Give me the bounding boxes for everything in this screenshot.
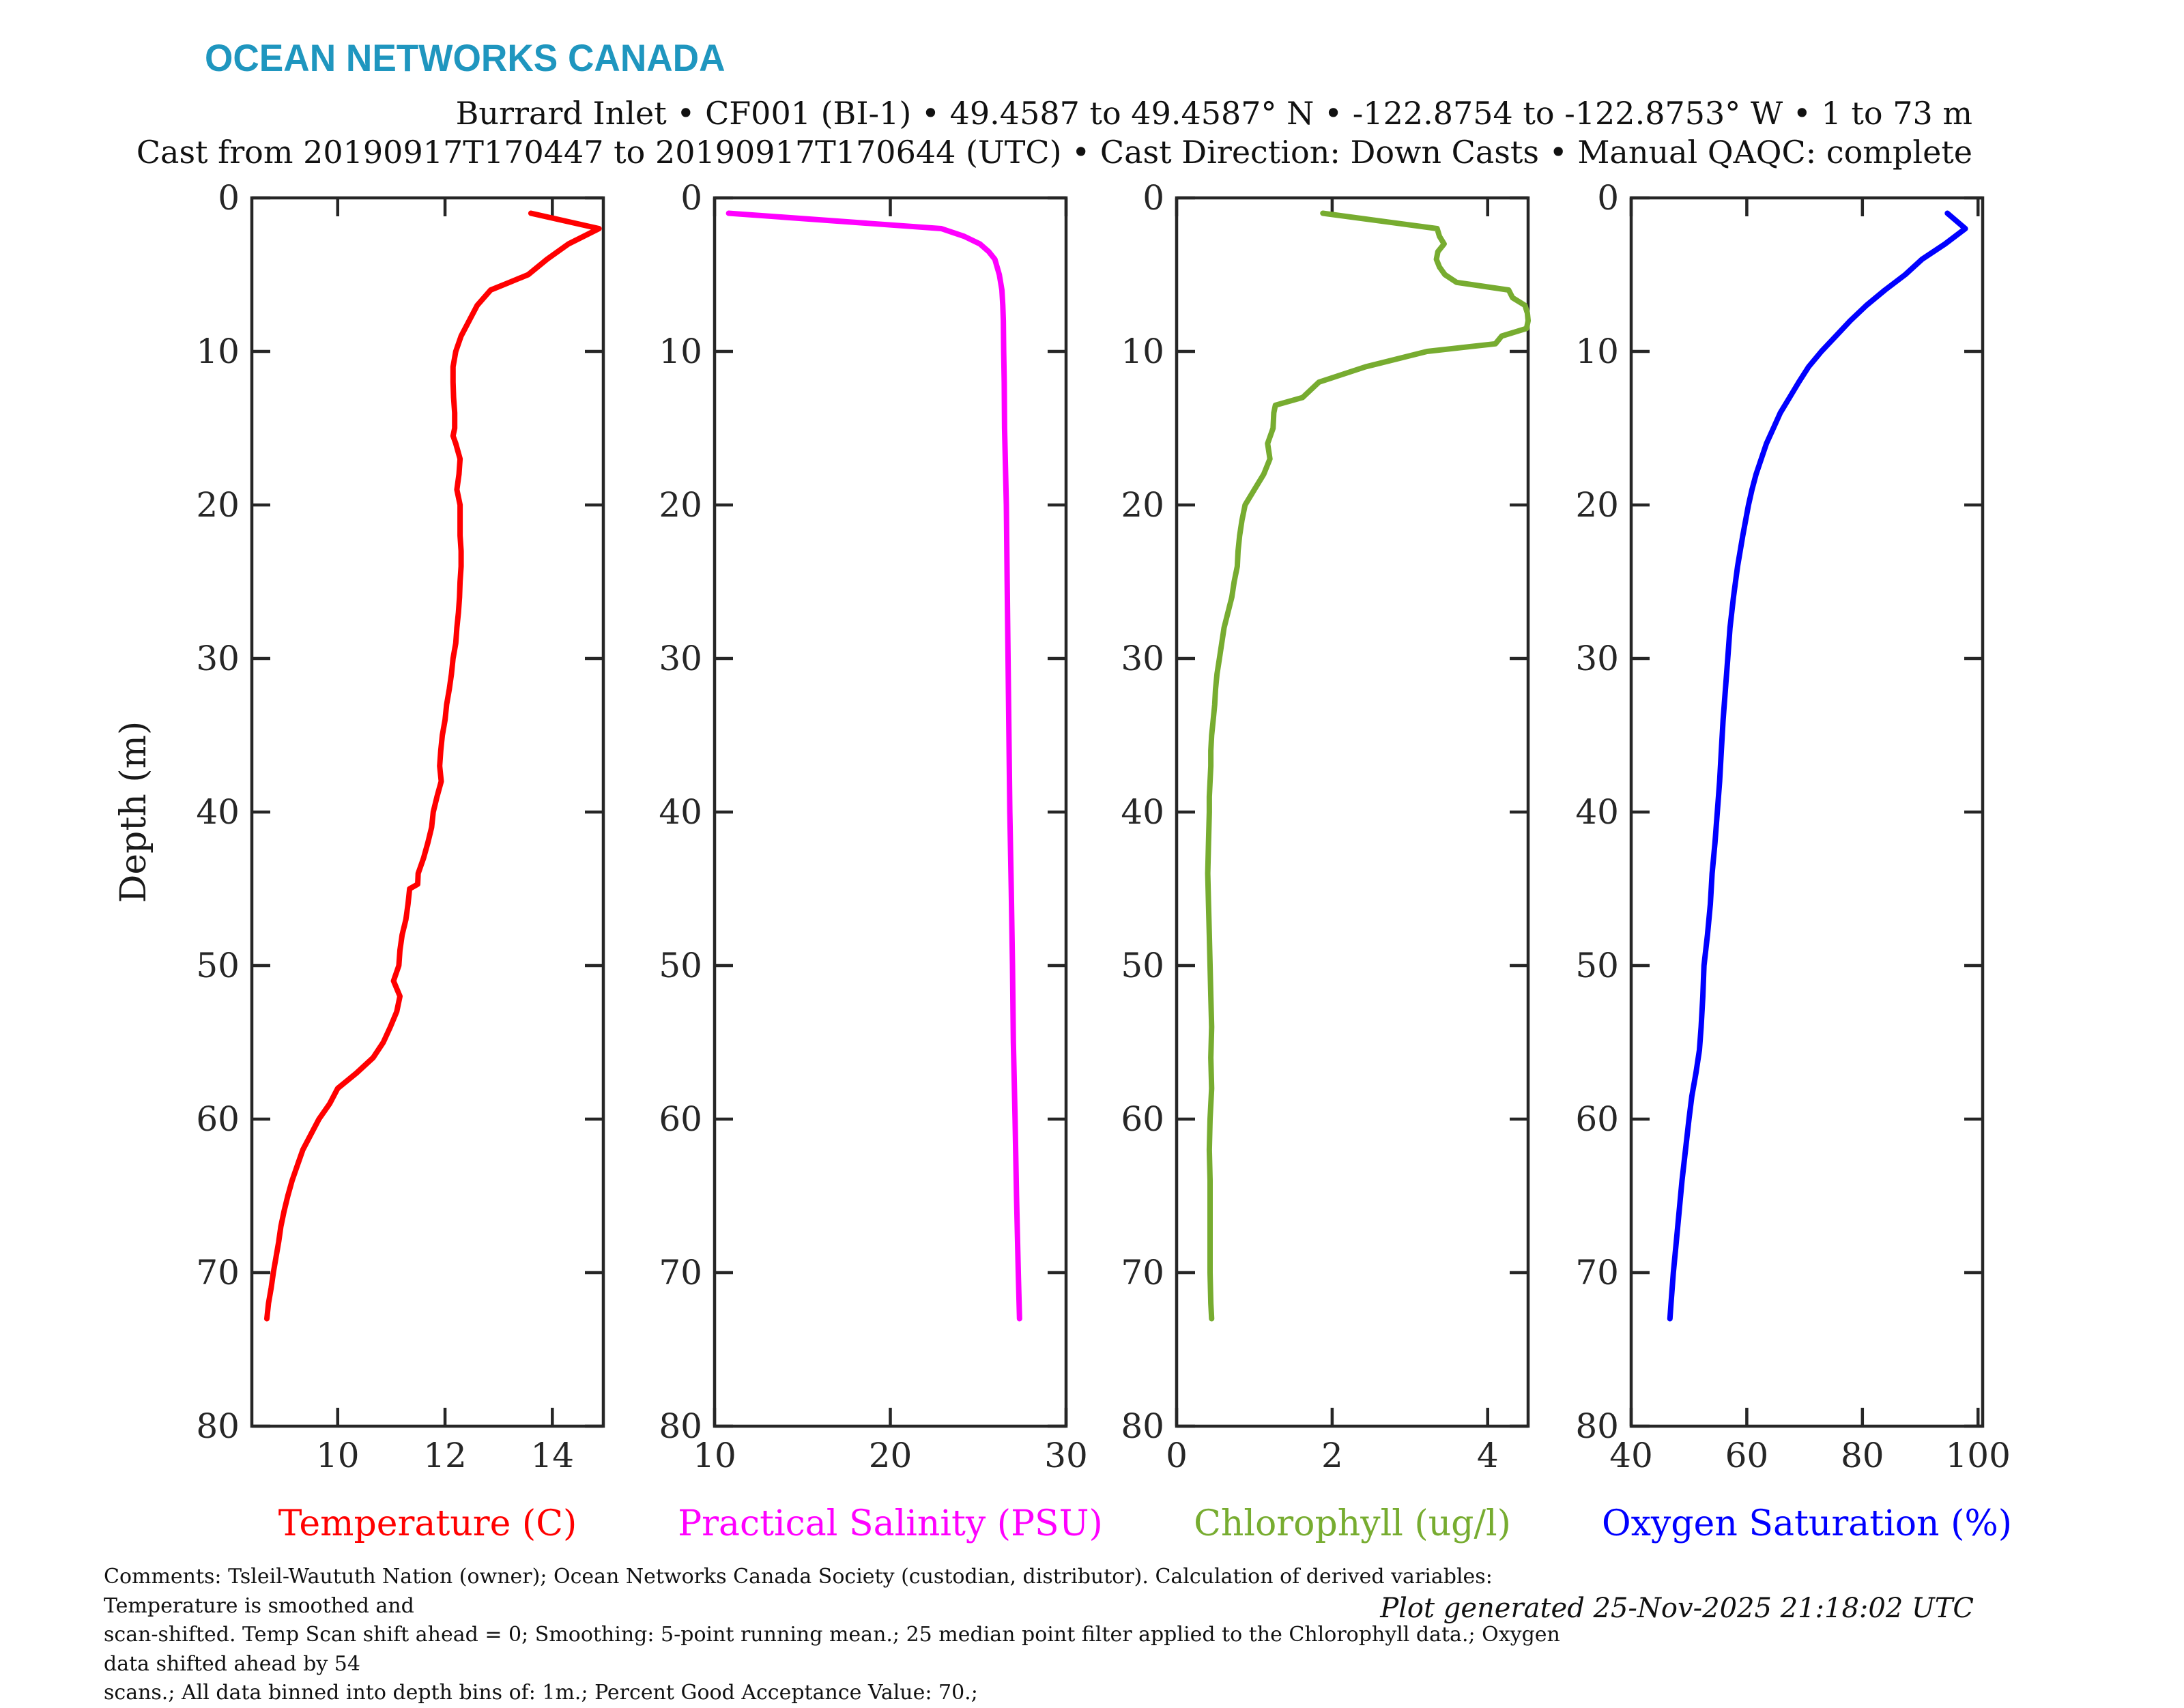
chlorophyll-profile-line [1205, 210, 1531, 1322]
y-tick-label: 20 [659, 485, 702, 525]
y-tick-label: 50 [1121, 946, 1164, 985]
y-tick-label: 30 [1121, 639, 1164, 678]
ocean-networks-canada-logo: OCEAN NETWORKS CANADA [205, 36, 725, 79]
x-tick-label: 80 [1841, 1436, 1884, 1475]
plot-generated-timestamp: Plot generated 25-Nov-2025 21:18:02 UTC [1380, 1593, 1974, 1624]
depth-axis-label: Depth (m) [113, 721, 154, 903]
chlorophyll-axis-label: Chlorophyll (ug/l) [1194, 1503, 1511, 1544]
x-tick-label: 0 [1166, 1436, 1188, 1475]
y-tick-label: 20 [196, 485, 240, 525]
temperature-profile-panel: 10 12 14 0 10 20 30 40 50 60 70 80 Temperature (C) [196, 178, 605, 1544]
y-tick-label: 0 [1597, 178, 1619, 218]
salinity-axes-box [713, 196, 1068, 1428]
oxygen-axis-label: Oxygen Saturation (%) [1602, 1503, 2012, 1544]
y-tick-label: 50 [196, 946, 240, 985]
x-tick-label: 10 [316, 1436, 360, 1475]
title-line-1: Burrard Inlet • CF001 (BI-1) • 49.4587 t… [455, 95, 1972, 132]
y-tick-label: 50 [1575, 946, 1619, 985]
x-tick-label: 100 [1946, 1436, 2011, 1475]
temperature-profile-line [264, 210, 602, 1322]
y-tick-label: 10 [659, 332, 702, 371]
salinity-profile-panel: 10 20 30 0 10 20 30 40 50 60 70 80 Practical Salinit… [659, 178, 1102, 1544]
x-tick-label: 40 [1609, 1436, 1653, 1475]
y-tick-label: 70 [659, 1253, 702, 1292]
y-tick-label: 0 [680, 178, 702, 218]
y-tick-label: 40 [1121, 792, 1164, 832]
y-tick-label: 40 [196, 792, 240, 832]
y-tick-label: 50 [659, 946, 702, 985]
comments-line-1: Comments: Tsleil-Waututh Nation (owner);… [104, 1565, 1493, 1618]
x-tick-label: 2 [1321, 1436, 1343, 1475]
y-tick-label: 30 [659, 639, 702, 678]
y-tick-label: 80 [659, 1406, 702, 1446]
x-tick-label: 14 [530, 1436, 574, 1475]
y-tick-label: 30 [1575, 639, 1619, 678]
y-tick-label: 40 [1575, 792, 1619, 832]
oxygen-profile-panel: 40 60 80 100 0 10 20 30 40 50 60 70 80 Oxygen Saturat… [1575, 178, 2012, 1544]
salinity-axis-label: Practical Salinity (PSU) [678, 1503, 1103, 1544]
y-tick-label: 20 [1575, 485, 1619, 525]
figure-title: Burrard Inlet • CF001 (BI-1) • 49.4587 t… [136, 94, 1972, 172]
x-tick-label: 60 [1725, 1436, 1769, 1475]
y-tick-label: 0 [1143, 178, 1164, 218]
x-tick-label: 4 [1477, 1436, 1499, 1475]
y-tick-label: 20 [1121, 485, 1164, 525]
y-tick-label: 60 [1575, 1099, 1619, 1139]
x-tick-label: 30 [1044, 1436, 1088, 1475]
y-tick-label: 70 [1575, 1253, 1619, 1292]
comments-line-2: scan-shifted. Temp Scan shift ahead = 0;… [104, 1623, 1560, 1676]
x-tick-label: 12 [423, 1436, 467, 1475]
y-tick-label: 70 [1121, 1253, 1164, 1292]
y-tick-label: 10 [1121, 332, 1164, 371]
salinity-profile-line [725, 210, 1022, 1322]
y-tick-label: 70 [196, 1253, 240, 1292]
oxygen-profile-line [1667, 210, 1968, 1322]
y-tick-label: 60 [1121, 1099, 1164, 1139]
y-tick-label: 60 [196, 1099, 240, 1139]
y-tick-label: 80 [1121, 1406, 1164, 1446]
temperature-axes-box [250, 196, 605, 1428]
title-line-2: Cast from 20190917T170447 to 20190917T17… [136, 134, 1972, 171]
x-tick-label: 10 [693, 1436, 736, 1475]
chlorophyll-axes-box [1175, 196, 1530, 1428]
oxygen-axes-box [1629, 196, 1985, 1428]
y-tick-label: 10 [1575, 332, 1619, 371]
comments-block: Comments: Tsleil-Waututh Nation (owner);… [104, 1563, 1605, 1708]
y-tick-label: 60 [659, 1099, 702, 1139]
x-tick-label: 20 [869, 1436, 913, 1475]
comments-line-3: scans.; All data binned into depth bins … [104, 1681, 978, 1705]
y-tick-label: 10 [196, 332, 240, 371]
y-tick-label: 30 [196, 639, 240, 678]
y-tick-label: 40 [659, 792, 702, 832]
temperature-axis-label: Temperature (C) [278, 1503, 577, 1544]
y-tick-label: 80 [1575, 1406, 1619, 1446]
y-tick-label: 80 [196, 1406, 240, 1446]
y-tick-label: 0 [218, 178, 240, 218]
